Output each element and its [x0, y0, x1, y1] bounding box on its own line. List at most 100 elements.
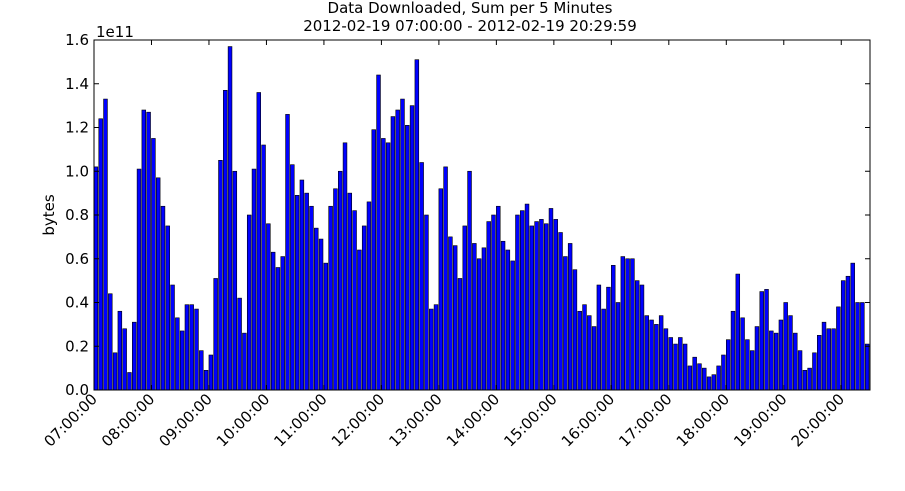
bar	[754, 326, 760, 391]
bar	[793, 332, 798, 391]
bar	[620, 256, 626, 391]
bar	[807, 367, 812, 391]
bar	[553, 219, 558, 391]
bar	[836, 306, 841, 391]
bar	[203, 370, 209, 391]
y-tick-label: 0.8	[65, 206, 89, 224]
bar	[108, 293, 113, 391]
bar	[510, 260, 515, 391]
x-tick-label: 12:00:00	[328, 390, 388, 450]
bar	[232, 170, 238, 391]
y-multiplier-label: 1e11	[96, 23, 134, 41]
x-tick-label: 19:00:00	[730, 390, 790, 450]
bar	[563, 256, 568, 391]
bar	[500, 240, 506, 391]
bar	[649, 319, 654, 391]
bar	[280, 256, 285, 391]
bar	[381, 138, 386, 391]
bar	[543, 223, 549, 391]
bar	[558, 232, 563, 391]
bar	[639, 284, 645, 391]
bar	[170, 284, 175, 391]
bar	[476, 258, 482, 391]
bar	[773, 332, 779, 391]
bar	[424, 214, 429, 391]
bar	[821, 321, 827, 391]
bar	[136, 168, 142, 391]
bar	[419, 162, 424, 391]
bar	[764, 289, 769, 391]
bar	[199, 350, 204, 391]
bar	[98, 118, 103, 391]
bar	[759, 291, 764, 391]
bar	[395, 109, 400, 391]
bar	[414, 59, 420, 391]
bar	[860, 302, 865, 391]
bar	[146, 111, 151, 391]
bar	[151, 138, 156, 391]
bar	[864, 343, 870, 391]
bar	[194, 308, 199, 391]
bar	[429, 308, 434, 391]
bar	[227, 46, 233, 391]
bar	[256, 92, 261, 391]
bar	[290, 164, 295, 391]
bar	[112, 352, 118, 391]
bar	[788, 315, 793, 391]
bar	[634, 280, 640, 391]
bar	[572, 269, 578, 391]
x-tick-label: 13:00:00	[385, 390, 445, 450]
bar	[673, 343, 678, 391]
bar	[457, 278, 463, 391]
bar	[606, 286, 611, 391]
bar	[845, 275, 851, 391]
bar	[682, 343, 688, 391]
bar	[309, 205, 314, 391]
bar	[716, 365, 721, 391]
bar	[625, 258, 630, 391]
bar	[318, 238, 324, 391]
chart-title: Data Downloaded, Sum per 5 Minutes	[328, 0, 613, 17]
bar	[769, 330, 774, 391]
bar	[208, 354, 214, 391]
bar	[783, 302, 788, 391]
bar	[601, 308, 606, 391]
x-tick-label: 14:00:00	[443, 390, 503, 450]
bar	[141, 109, 147, 391]
bar	[270, 251, 276, 391]
bar	[496, 205, 501, 391]
bar	[452, 245, 458, 391]
y-tick-label: 1.6	[65, 31, 89, 49]
bar	[596, 284, 602, 391]
bar	[520, 210, 525, 391]
bar	[103, 98, 108, 391]
bar	[850, 262, 855, 391]
bar	[611, 265, 616, 391]
bar	[352, 210, 357, 391]
bars-group	[93, 46, 870, 391]
bar	[251, 168, 257, 391]
y-tick-label: 1.0	[65, 162, 89, 180]
bar	[299, 179, 305, 391]
x-tick-label: 10:00:00	[213, 390, 273, 450]
bar	[802, 370, 808, 391]
bar	[213, 278, 218, 391]
bar	[405, 125, 410, 391]
bar	[505, 249, 511, 391]
x-tick-label: 08:00:00	[98, 390, 158, 450]
bar	[218, 160, 223, 391]
bar	[357, 249, 362, 391]
bar	[658, 315, 664, 391]
x-tick-label: 11:00:00	[270, 390, 330, 450]
x-tick-label: 16:00:00	[558, 390, 618, 450]
bar	[582, 304, 587, 391]
bar	[529, 225, 535, 391]
bar	[409, 105, 415, 391]
bar	[223, 90, 228, 391]
bar	[333, 188, 338, 391]
x-tick-label: 18:00:00	[673, 390, 733, 450]
bar	[740, 317, 745, 391]
bar	[697, 363, 702, 391]
bar	[323, 262, 329, 391]
